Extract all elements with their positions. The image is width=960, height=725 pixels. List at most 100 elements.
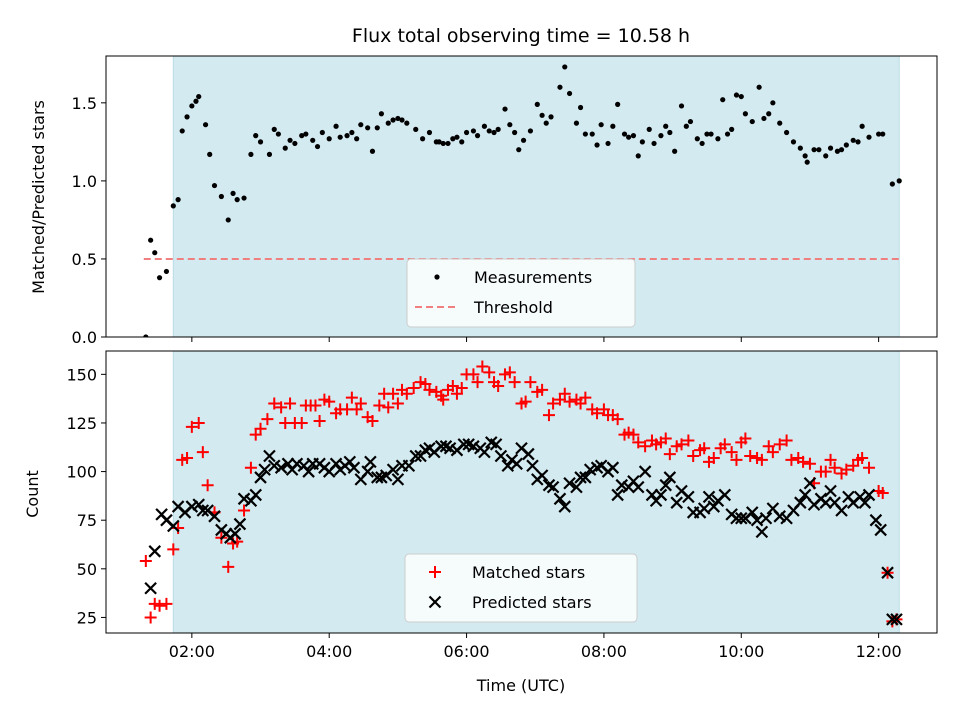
measurement-point — [184, 114, 190, 120]
top-series-0 — [143, 64, 902, 337]
predicted-star-point — [654, 488, 668, 502]
x-tick-label: 12:00 — [856, 642, 902, 661]
measurement-point — [287, 137, 293, 143]
matched-star-point — [591, 407, 604, 420]
measurement-point — [230, 190, 236, 196]
predicted-star-point — [835, 504, 848, 517]
measurement-point — [495, 126, 501, 132]
x-tick-label: 10:00 — [718, 642, 764, 661]
measurement-point — [395, 115, 401, 122]
measurement-point — [790, 139, 797, 145]
predicted-star-point — [192, 498, 205, 511]
measurement-point — [202, 122, 209, 128]
predicted-star-point — [553, 492, 567, 506]
matched-star-point — [563, 395, 576, 408]
matched-star-point — [476, 360, 489, 373]
predicted-star-point — [347, 461, 361, 474]
measurement-point — [667, 129, 673, 136]
measurement-point — [175, 197, 181, 203]
measurement-point — [520, 137, 527, 143]
measurement-point — [889, 181, 895, 187]
predicted-star-point — [386, 463, 400, 476]
matched-star-point — [313, 415, 326, 428]
measurement-point — [303, 131, 309, 137]
bottom-y-tick-label: 150 — [66, 365, 97, 384]
matched-star-point — [828, 461, 841, 474]
measurement-point — [827, 145, 834, 151]
matched-star-point — [803, 457, 816, 470]
matched-star-point — [663, 448, 676, 461]
matched-star-point — [558, 387, 571, 400]
matched-star-point — [744, 450, 757, 463]
legend-plus-icon — [429, 566, 441, 578]
measurement-point — [708, 131, 714, 137]
measurement-point — [404, 120, 410, 126]
matched-star-point — [185, 420, 198, 433]
measurement-point — [843, 142, 849, 148]
predicted-star-point — [798, 488, 812, 502]
matched-star-point — [323, 395, 336, 408]
measurement-point — [672, 148, 678, 154]
matched-star-point — [840, 463, 853, 476]
matched-star-point — [725, 446, 738, 459]
legend-label: Predicted stars — [472, 593, 592, 612]
measurement-point — [241, 195, 247, 201]
predicted-star-point — [274, 461, 288, 474]
predicted-star-point — [759, 511, 773, 525]
measurement-point — [562, 64, 568, 70]
measurement-point — [257, 139, 264, 145]
matched-star-point — [407, 381, 420, 394]
matched-star-point — [819, 465, 832, 478]
predicted-star-point — [302, 465, 315, 478]
predicted-star-point — [364, 455, 377, 469]
measurement-point — [834, 148, 841, 154]
measurement-point — [454, 134, 460, 140]
measurement-point — [486, 128, 492, 134]
matched-star-point — [755, 453, 768, 466]
matched-star-point — [739, 432, 752, 445]
measurement-point — [783, 129, 790, 136]
measurement-point — [292, 140, 298, 147]
predicted-star-point — [535, 469, 549, 482]
x-tick-label: 08:00 — [581, 642, 627, 661]
matched-star-point — [192, 416, 205, 429]
predicted-star-point — [546, 480, 560, 494]
predicted-star-point — [263, 449, 276, 463]
bottom-y-axis-label: Count — [23, 470, 42, 518]
predicted-star-point — [228, 527, 242, 541]
measurement-point — [766, 111, 772, 117]
bottom-y-tick-label: 100 — [66, 463, 97, 482]
measurement-point — [646, 126, 652, 132]
matched-star-point — [382, 401, 395, 414]
measurement-point — [310, 137, 316, 143]
predicted-star-point — [148, 545, 162, 558]
predicted-star-point — [745, 506, 759, 519]
measurement-point — [715, 136, 721, 142]
measurement-point — [573, 120, 580, 126]
predicted-star-point — [409, 449, 423, 463]
matched-star-point — [238, 504, 251, 517]
matched-star-point — [675, 438, 688, 451]
measurement-point — [358, 122, 364, 128]
measurement-point — [866, 134, 872, 140]
top-axes-frame — [105, 55, 938, 338]
measurement-point — [333, 123, 339, 129]
predicted-star-point — [281, 457, 295, 471]
matched-star-point — [682, 434, 695, 447]
matched-star-point — [773, 438, 786, 451]
measurement-point — [450, 136, 456, 142]
measurement-point — [413, 126, 419, 132]
matched-star-point — [295, 416, 308, 429]
matched-star-point — [275, 401, 288, 414]
predicted-star-point — [659, 478, 673, 492]
matched-star-point — [492, 380, 505, 393]
matched-star-point — [144, 611, 157, 624]
predicted-star-point — [730, 511, 743, 525]
bottom-legend-box — [404, 553, 638, 623]
predicted-star-point — [862, 488, 876, 502]
matched-star-point — [579, 391, 592, 404]
predicted-star-point — [606, 461, 620, 474]
matched-star-point — [181, 451, 194, 464]
predicted-star-point — [494, 449, 508, 463]
